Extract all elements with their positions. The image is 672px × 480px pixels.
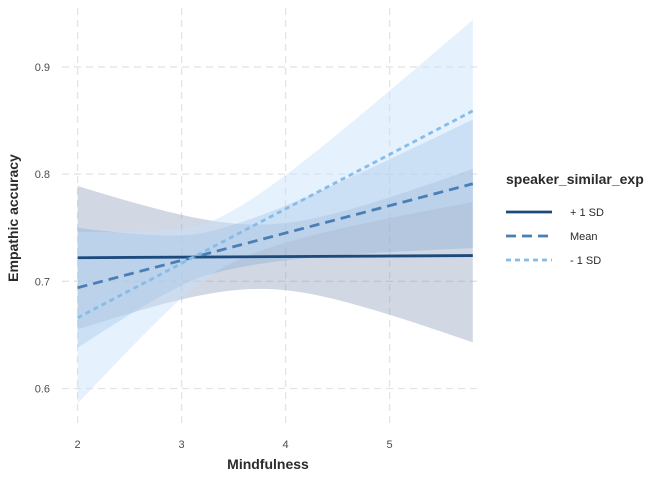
legend-title: speaker_similar_exp [506, 171, 644, 187]
legend-label-plus-1-sd: + 1 SD [570, 207, 604, 219]
x-tick-label: 3 [179, 439, 185, 451]
x-tick-label: 4 [283, 439, 289, 451]
confidence-bands [77, 19, 473, 404]
band-minus-1-sd [77, 19, 473, 404]
legend: speaker_similar_exp + 1 SD Mean - 1 SD [506, 171, 644, 267]
y-axis-title: Empathic accuracy [5, 154, 21, 282]
y-tick-label: 0.9 [35, 62, 50, 74]
y-tick-label: 0.6 [35, 383, 50, 395]
band-mean [77, 119, 473, 348]
x-tick-label: 2 [75, 439, 81, 451]
y-tick-label: 0.7 [35, 276, 50, 288]
line-minus-1-sd [76, 109, 474, 319]
grid-lines [62, 8, 478, 426]
y-tick-label: 0.8 [35, 169, 50, 181]
legend-label-mean: Mean [570, 231, 598, 243]
line-plus-1-sd [77, 254, 473, 260]
legend-items: + 1 SD Mean - 1 SD [506, 207, 604, 267]
x-tick-label: 5 [387, 439, 393, 451]
x-tick-labels: 2 3 4 5 [75, 439, 393, 451]
legend-label-minus-1-sd: - 1 SD [570, 255, 601, 267]
series-lines [76, 109, 474, 319]
y-tick-labels: 0.6 0.7 0.8 0.9 [35, 62, 50, 396]
line-mean [77, 182, 474, 290]
x-axis-title: Mindfulness [227, 456, 309, 472]
